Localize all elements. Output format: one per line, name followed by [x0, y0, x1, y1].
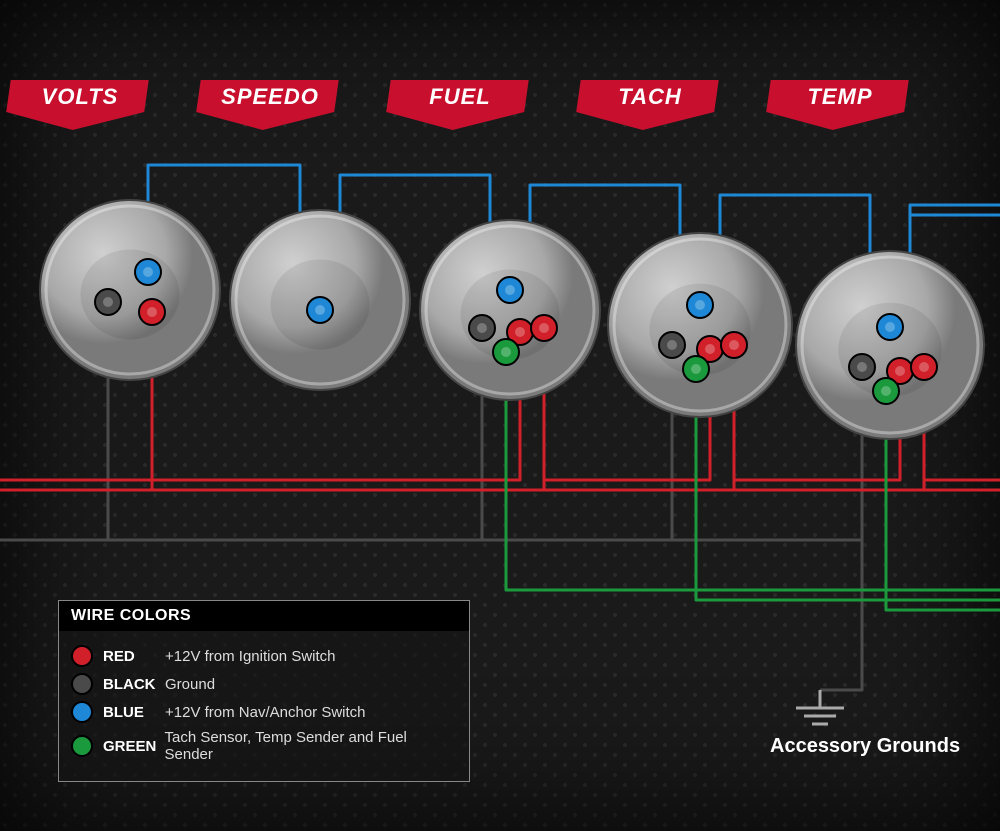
swatch-green-icon [71, 735, 93, 757]
gauge-temp [786, 241, 994, 449]
legend-name: BLUE [103, 704, 165, 721]
legend-desc: Tach Sensor, Temp Sender and Fuel Sender [165, 729, 458, 763]
gauge-label-temp: TEMP [765, 78, 915, 126]
swatch-black-icon [71, 673, 93, 695]
legend-desc: +12V from Ignition Switch [165, 648, 336, 665]
legend-title: WIRE COLORS [59, 601, 469, 631]
legend-row-red: RED +12V from Ignition Switch [71, 645, 457, 667]
accessory-grounds-label: Accessory Grounds [770, 735, 960, 758]
swatch-red-icon [71, 645, 93, 667]
legend-row-blue: BLUE +12V from Nav/Anchor Switch [71, 701, 457, 723]
legend-row-green: GREEN Tach Sensor, Temp Sender and Fuel … [71, 729, 457, 763]
gauge-label-tach: TACH [575, 78, 725, 126]
wiring-diagram: VOLTS SPEEDO FUEL TACH TEMP WIRE COLORS RED … [0, 0, 1000, 831]
gauge-label-fuel: FUEL [385, 78, 535, 126]
legend-name: BLACK [103, 676, 165, 693]
gauge-volts [30, 190, 230, 390]
legend-name: GREEN [103, 738, 165, 755]
gauge-fuel [410, 210, 610, 410]
legend-row-black: BLACK Ground [71, 673, 457, 695]
legend-desc: Ground [165, 676, 215, 693]
legend-desc: +12V from Nav/Anchor Switch [165, 704, 366, 721]
wire-black [820, 540, 862, 690]
gauge-label-volts: VOLTS [5, 78, 155, 126]
gauge-tach [598, 223, 802, 427]
ground-symbol-icon [796, 690, 844, 724]
gauge-speedo [220, 200, 420, 400]
legend-name: RED [103, 648, 165, 665]
swatch-blue-icon [71, 701, 93, 723]
legend-box: WIRE COLORS RED +12V from Ignition Switc… [58, 600, 470, 782]
gauge-label-speedo: SPEEDO [195, 78, 345, 126]
